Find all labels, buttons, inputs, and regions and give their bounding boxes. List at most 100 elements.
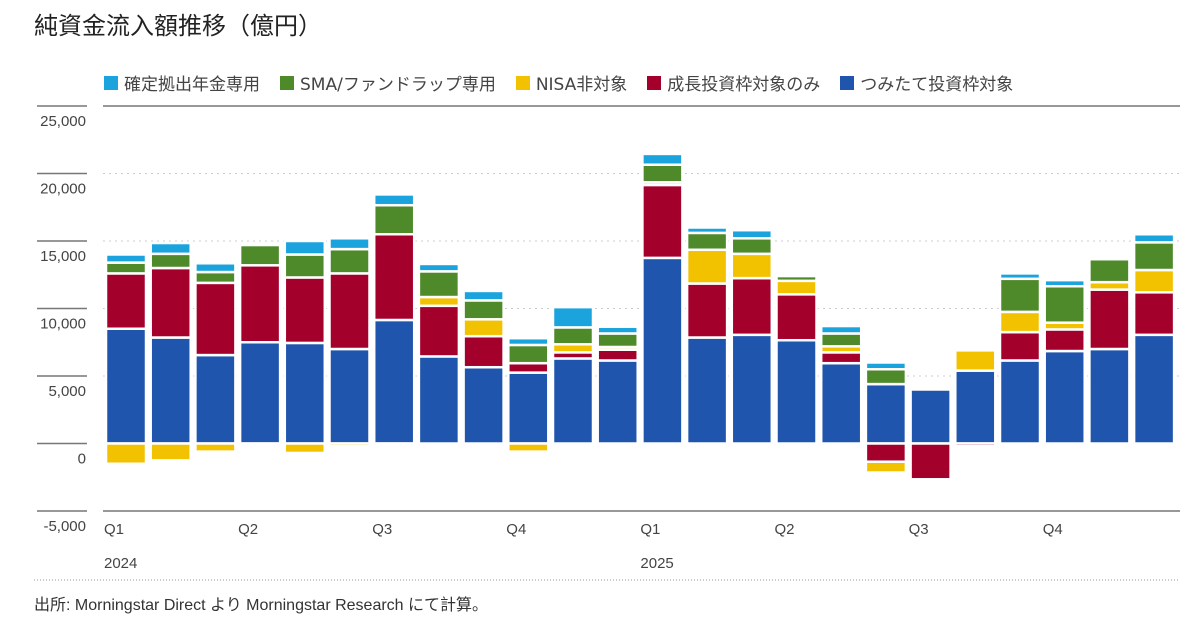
bar-segment — [819, 332, 863, 348]
legend-label: 確定拠出年金専用 — [124, 75, 260, 95]
bar-segment — [462, 334, 505, 369]
bar-segment — [641, 183, 684, 260]
source-note: 出所: Morningstar Direct より Morningstar Re… — [34, 597, 489, 614]
y-tick-label: 5,000 — [48, 383, 86, 400]
y-tick-label: 0 — [78, 451, 86, 468]
bar-segment — [551, 305, 595, 329]
bar-segment — [596, 325, 639, 335]
bar-segment — [685, 248, 729, 285]
bar-segment — [238, 264, 282, 344]
bar-segment — [1132, 233, 1176, 244]
legend-swatch — [647, 75, 662, 90]
bar-segment — [685, 226, 729, 235]
bar-segment — [149, 336, 192, 445]
bar-segment — [149, 442, 192, 462]
bar-segment — [507, 361, 550, 374]
x-quarter-label: Q4 — [506, 521, 526, 538]
bar-segment — [775, 338, 818, 445]
bar-segment — [462, 318, 505, 338]
bar-segment — [372, 318, 416, 445]
legend-swatch — [515, 75, 530, 90]
bar-segment — [462, 289, 505, 302]
bar-segment — [730, 228, 774, 240]
bar-segment — [954, 442, 997, 448]
bar-segment — [998, 359, 1042, 445]
legend-label: つみたて投資枠対象 — [860, 75, 1014, 95]
bar-segment — [507, 336, 550, 347]
bar-segment — [507, 442, 550, 453]
bar-segment — [641, 152, 684, 166]
bar-segment — [998, 310, 1042, 334]
x-quarter-label: Q2 — [775, 521, 795, 538]
bar-segment — [238, 243, 282, 267]
bar-segment — [1132, 333, 1176, 445]
x-quarter-label: Q3 — [909, 521, 929, 538]
legend-swatch — [840, 75, 855, 90]
bar-segment — [372, 233, 416, 322]
bar-segment — [417, 262, 461, 273]
bar-segment — [1088, 347, 1131, 445]
bar-segment — [596, 332, 639, 349]
bar-segment — [462, 365, 505, 445]
bar-segment — [685, 231, 729, 252]
bar-segment — [372, 203, 416, 236]
x-quarter-label: Q3 — [372, 521, 392, 538]
bar-segment — [1043, 284, 1086, 324]
bar-segment — [372, 193, 416, 207]
bar-segment — [998, 272, 1042, 281]
bar-segment — [864, 361, 908, 371]
bar-segment — [819, 324, 863, 335]
chart-title: 純資金流入額推移（億円） — [34, 12, 322, 40]
y-tick-label: 15,000 — [40, 248, 86, 265]
bar-segment — [238, 442, 282, 447]
legend-item: 確定拠出年金専用 — [104, 70, 260, 95]
bar-segment — [149, 266, 192, 339]
bar-segment — [328, 237, 371, 251]
bar-segment — [819, 361, 863, 445]
bar-segment — [641, 256, 684, 445]
y-tick-label: 20,000 — [40, 181, 86, 198]
bar-segment — [551, 357, 595, 445]
bar-segment — [194, 353, 237, 445]
legend-item: つみたて投資枠対象 — [840, 70, 1013, 95]
legend-item: SMA/ファンドラップ専用 — [280, 70, 496, 95]
legend-item: 成長投資枠対象のみ — [647, 70, 820, 95]
x-quarter-label: Q4 — [1043, 521, 1063, 538]
bar-segment — [909, 442, 952, 481]
bar-segment — [283, 253, 327, 279]
bar-segment — [328, 442, 371, 448]
bar-segment — [328, 247, 371, 275]
bar-segment — [149, 252, 192, 270]
bar-segment — [1043, 328, 1086, 353]
bar-segment — [641, 163, 684, 184]
bar-segment — [507, 371, 550, 445]
bar-segment — [507, 343, 550, 365]
legend-label: 成長投資枠対象のみ — [667, 75, 821, 95]
bar-segment — [417, 270, 461, 299]
bar-segment — [864, 442, 908, 463]
bar-segment — [283, 239, 327, 256]
bar-segment — [104, 442, 148, 465]
bar-segment — [104, 327, 148, 445]
bar-segment — [954, 369, 997, 445]
legend-label: NISA非対象 — [535, 75, 628, 95]
bar-segment — [1132, 268, 1176, 294]
bar-segment — [194, 281, 237, 357]
bar-segment — [685, 336, 729, 445]
bar-segment — [238, 341, 282, 445]
x-quarter-label: Q1 — [104, 521, 124, 538]
bar-segment — [104, 261, 148, 275]
bar-segment — [328, 272, 371, 351]
x-year-label: 2024 — [104, 555, 137, 572]
bar-segment — [730, 333, 774, 445]
y-tick-label: 10,000 — [40, 316, 86, 333]
bar-segment — [596, 348, 639, 362]
legend-swatch — [104, 75, 118, 90]
bar-segment — [730, 276, 774, 337]
bar-segment — [328, 347, 371, 445]
bar-segment — [998, 277, 1042, 314]
bar-segment — [1043, 349, 1086, 445]
bar-segment — [775, 293, 818, 342]
bar-segment — [283, 341, 327, 445]
